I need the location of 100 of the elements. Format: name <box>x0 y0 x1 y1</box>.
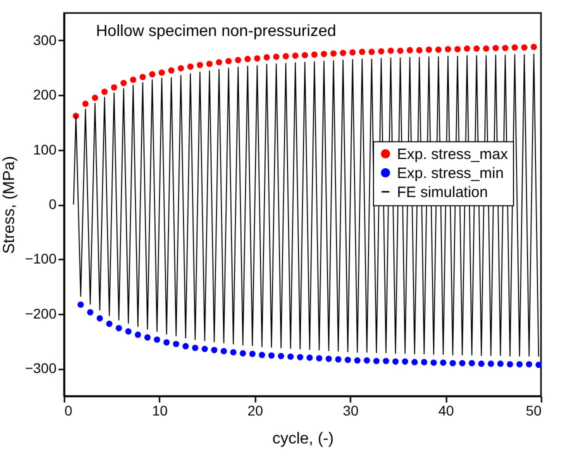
point <box>292 52 299 59</box>
y-tick-label: −100 <box>24 250 57 267</box>
point <box>440 359 446 366</box>
point <box>406 47 413 54</box>
point <box>344 356 351 364</box>
point <box>268 352 275 359</box>
point <box>178 65 184 72</box>
point <box>154 336 160 343</box>
point <box>311 51 318 58</box>
point <box>420 358 428 366</box>
point <box>110 84 118 91</box>
point <box>473 45 480 52</box>
point <box>130 76 136 83</box>
x-tick-label: 10 <box>152 402 168 418</box>
point <box>172 340 180 348</box>
y-tick-label: 100 <box>33 141 57 158</box>
point <box>530 44 538 50</box>
point <box>411 358 418 366</box>
point <box>502 44 508 52</box>
text: Hollow specimen non-pressurized <box>96 23 336 40</box>
line-series <box>73 54 540 358</box>
point <box>388 48 394 54</box>
point <box>264 54 270 60</box>
point <box>506 361 514 368</box>
point <box>444 46 452 52</box>
point <box>488 360 494 367</box>
point <box>326 356 332 362</box>
y-tick-label: −300 <box>24 360 57 376</box>
point <box>196 62 204 68</box>
point <box>364 357 370 364</box>
point <box>454 46 461 52</box>
point <box>392 358 399 365</box>
point <box>521 44 528 51</box>
point <box>368 48 375 56</box>
point <box>378 48 384 54</box>
x-axis-title: cycle, (-) <box>272 430 334 448</box>
point <box>144 334 151 341</box>
point <box>478 360 485 367</box>
point <box>430 359 437 366</box>
point <box>349 49 356 56</box>
legend-label: FE simulation <box>397 184 488 201</box>
point <box>82 100 89 107</box>
point <box>134 332 142 338</box>
point <box>306 354 313 361</box>
point <box>149 71 156 78</box>
x-tick-label: 20 <box>248 402 264 418</box>
x-tick-label: 50 <box>526 402 542 418</box>
point <box>92 94 98 101</box>
point <box>225 58 232 64</box>
point <box>163 339 170 346</box>
point <box>382 358 390 364</box>
point <box>354 357 361 364</box>
point <box>464 45 470 52</box>
point <box>526 361 532 368</box>
point <box>187 63 194 70</box>
point <box>254 55 260 62</box>
point <box>96 315 103 322</box>
point <box>230 349 236 356</box>
point <box>296 354 304 360</box>
point <box>482 45 490 52</box>
point <box>373 358 380 364</box>
point <box>249 350 256 358</box>
point <box>106 320 112 327</box>
point <box>116 325 122 332</box>
point <box>512 44 518 51</box>
point <box>492 44 499 52</box>
point <box>220 348 227 354</box>
point <box>426 46 432 53</box>
x-tick-label: 30 <box>342 402 359 418</box>
point <box>240 350 246 356</box>
legend-label: Exp. stress_min <box>397 164 504 182</box>
point <box>402 358 408 365</box>
point <box>182 343 189 350</box>
x-tick-label: 0 <box>64 402 72 418</box>
point <box>358 48 366 56</box>
point <box>335 356 342 362</box>
y-tick-label: −200 <box>24 305 57 322</box>
point <box>125 328 132 335</box>
x-tick-label: 40 <box>438 402 454 418</box>
point <box>244 56 251 62</box>
point <box>87 309 94 316</box>
point <box>101 88 108 95</box>
point <box>459 360 466 366</box>
point <box>140 74 146 80</box>
point <box>202 346 208 352</box>
point <box>320 50 328 58</box>
point <box>192 344 198 352</box>
point <box>78 301 84 308</box>
y-tick-label: 200 <box>33 86 57 103</box>
y-tick-label: 300 <box>33 32 57 48</box>
point <box>282 53 289 60</box>
point <box>278 352 284 360</box>
point <box>416 47 423 54</box>
point <box>211 346 218 354</box>
point <box>397 48 404 54</box>
y-tick-label: 0 <box>48 196 57 212</box>
point <box>435 46 442 53</box>
point <box>206 60 213 68</box>
point <box>450 360 456 366</box>
point <box>216 59 222 66</box>
